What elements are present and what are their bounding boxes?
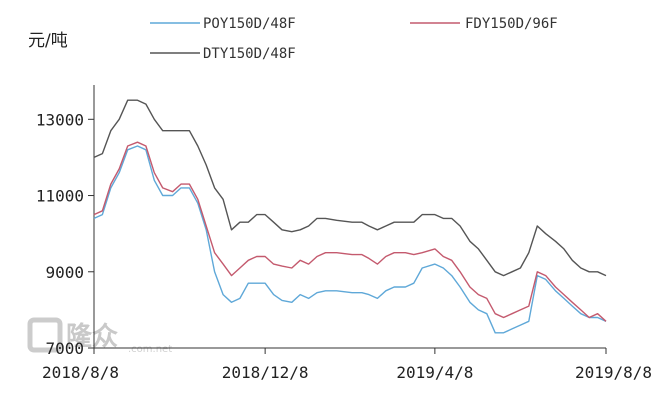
series-line-dty [93,99,607,277]
y-tick-label: 11000 [36,187,84,206]
y-tick-label: 9000 [45,263,84,282]
legend-label-fdy: FDY150D/96F [465,16,558,32]
series-layer [93,99,607,334]
y-tick-label: 7000 [45,339,84,358]
x-tick-label: 2019/4/8 [396,363,473,382]
watermark: 隆众 .com.net [27,317,172,355]
x-tick-label: 2019/8/8 [575,363,652,382]
legend-label-dty: DTY150D/48F [203,46,296,62]
series-line-fdy [93,141,607,322]
y-axis-ticks: 7000 9000 11000 13000 [36,110,94,358]
y-tick-label: 13000 [36,110,84,129]
x-tick-label: 2018/12/8 [222,363,309,382]
x-tick-label: 2018/8/8 [42,363,119,382]
watermark-logo-icon [27,317,63,353]
watermark-url: .com.net [128,344,172,355]
legend-label-poy: POY150D/48F [203,16,296,32]
y-axis-unit: 元/吨 [28,31,68,51]
x-axis-ticks: 2018/8/8 2018/12/8 2019/4/8 2019/8/8 [42,348,652,382]
series-line-poy [93,145,607,334]
watermark-brand: 隆众 [66,322,118,352]
legend: POY150D/48F FDY150D/96F DTY150D/48F [150,16,558,62]
